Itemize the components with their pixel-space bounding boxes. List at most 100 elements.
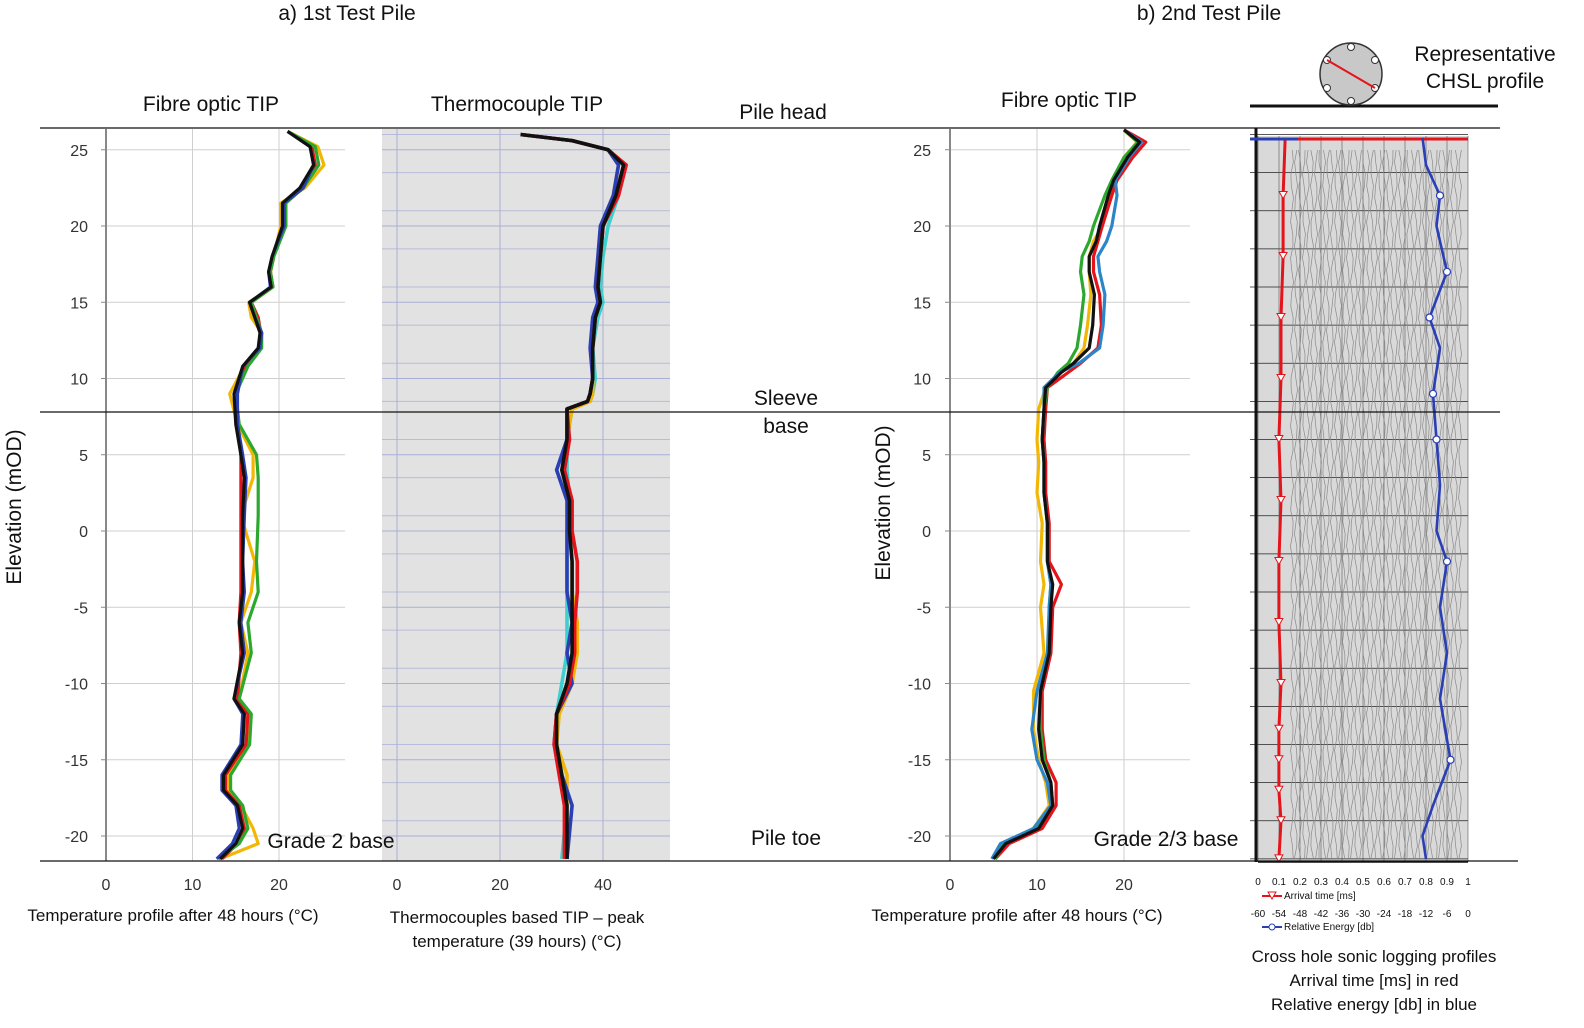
chsl-legend-arrival-text: Arrival time [ms] — [1284, 891, 1356, 902]
chsl-energy-tick: -24 — [1377, 909, 1392, 920]
chsl-sonic-trace — [1430, 149, 1434, 859]
chsl-sonic-trace — [1334, 149, 1338, 859]
x-tick-label: 0 — [946, 877, 955, 894]
energy-marker — [1425, 313, 1434, 322]
energy-marker — [1446, 755, 1455, 764]
y-tick-label: 10 — [70, 372, 88, 389]
chsl-sonic-trace — [1438, 149, 1442, 859]
y-tick-label: 5 — [79, 448, 88, 465]
chsl-sonic-trace — [1402, 149, 1406, 859]
chsl-sonic-trace — [1314, 149, 1318, 859]
chsl-sonic-trace — [1422, 149, 1426, 859]
y-tick-label: -20 — [65, 829, 88, 846]
y-tick-label: 0 — [922, 524, 931, 541]
chsl-sonic-trace — [1310, 149, 1314, 859]
chsl-sonic-trace — [1366, 149, 1370, 859]
panel-a1-xlabel: Temperature profile after 48 hours (°C) — [27, 906, 318, 925]
y-tick-label: 10 — [913, 372, 931, 389]
panel-a2-xlabel-2: temperature (39 hours) (°C) — [413, 932, 622, 951]
arrival-marker — [1274, 755, 1284, 764]
thermocouple-plot-background — [382, 129, 670, 861]
chsl-sonic-trace — [1306, 149, 1310, 859]
arrival-marker — [1274, 435, 1284, 444]
arrival-marker — [1276, 679, 1286, 688]
chsl-sonic-trace — [1338, 149, 1342, 859]
chsl-sonic-trace — [1418, 149, 1422, 859]
chsl-energy-tick: -42 — [1314, 909, 1329, 920]
grade23-base-label: Grade 2/3 base — [1094, 828, 1239, 851]
chsl-sonic-trace — [1322, 149, 1326, 859]
chsl-sonic-trace — [1326, 149, 1330, 859]
series-line-b1-1 — [994, 128, 1148, 860]
chsl-energy-tick: 0 — [1465, 909, 1471, 920]
chsl-arrival-tick: 1 — [1465, 877, 1471, 888]
chsl-sonic-trace — [1362, 149, 1366, 859]
y-tick-label: 25 — [70, 143, 88, 160]
panel-a2-xlabel-1: Thermocouples based TIP – peak — [390, 908, 645, 927]
energy-marker — [1428, 389, 1438, 398]
panel-a2-title: Thermocouple TIP — [431, 93, 603, 116]
chsl-energy-tick: -12 — [1419, 909, 1434, 920]
chsl-arrival-tick: 0.8 — [1419, 877, 1433, 888]
energy-marker — [1435, 191, 1445, 200]
panel-b1-xlabel: Temperature profile after 48 hours (°C) — [871, 906, 1162, 925]
energy-marker — [1442, 557, 1452, 566]
chsl-energy-tick: -6 — [1443, 909, 1452, 920]
arrival-marker — [1274, 557, 1284, 566]
panel-b1-title: Fibre optic TIP — [1001, 89, 1137, 112]
pile2-title: b) 2nd Test Pile — [1137, 2, 1281, 25]
y-tick-label: 20 — [70, 219, 88, 236]
y-tick-label: -5 — [74, 600, 88, 617]
series-line-a1-4 — [219, 130, 316, 861]
sleeve-base-label-2: base — [763, 415, 809, 438]
chsl-arrival-tick: 0 — [1255, 877, 1261, 888]
chsl-caption-1: Cross hole sonic logging profiles — [1252, 947, 1497, 966]
chsl-sonic-trace — [1354, 149, 1358, 859]
pile-head-label: Pile head — [739, 101, 827, 124]
chsl-sonic-trace — [1294, 149, 1298, 859]
y-tick-label: 25 — [913, 143, 931, 160]
y-tick-label: 0 — [79, 524, 88, 541]
panel-b1-ylabel: Elevation (mOD) — [872, 425, 895, 580]
chsl-arrival-tick: 0.4 — [1335, 877, 1349, 888]
y-tick-label: 15 — [913, 295, 931, 312]
chsl-sonic-trace — [1378, 149, 1382, 859]
chsl-sonic-trace — [1414, 149, 1418, 859]
pile-cross-section-icon — [1319, 42, 1383, 106]
x-tick-label: 10 — [1028, 877, 1046, 894]
pile1-title: a) 1st Test Pile — [278, 2, 415, 25]
chsl-sonic-trace — [1350, 149, 1354, 859]
chsl-energy-tick: -18 — [1398, 909, 1413, 920]
pile-toe-label: Pile toe — [751, 827, 821, 850]
chsl-title-line1: Representative — [1414, 43, 1555, 66]
arrival-marker — [1274, 785, 1284, 795]
arrival-marker — [1276, 374, 1286, 383]
chsl-legend-energy-text: Relative Energy [db] — [1284, 922, 1374, 933]
chsl-sonic-trace — [1454, 149, 1458, 859]
arrival-marker — [1278, 191, 1288, 200]
sleeve-base-label-1: Sleeve — [754, 387, 818, 410]
y-tick-label: 15 — [70, 295, 88, 312]
chsl-sonic-trace — [1394, 149, 1398, 859]
chsl-energy-tick: -54 — [1272, 909, 1287, 920]
arrival-marker — [1276, 816, 1286, 825]
series-line-b1-0 — [992, 128, 1139, 860]
x-tick-label: 40 — [594, 877, 612, 894]
chsl-sonic-trace — [1298, 149, 1302, 859]
chsl-sonic-trace — [1426, 149, 1430, 859]
chsl-sonic-trace — [1442, 149, 1446, 859]
arrival-marker — [1276, 496, 1286, 505]
y-tick-label: -15 — [908, 753, 931, 770]
x-tick-label: 0 — [102, 877, 111, 894]
energy-marker — [1442, 267, 1452, 276]
series-line-b1-3 — [990, 128, 1144, 860]
arrival-marker — [1274, 854, 1284, 863]
chsl-sonic-trace — [1342, 149, 1346, 859]
chsl-sonic-trace — [1410, 149, 1414, 859]
energy-marker — [1432, 435, 1441, 444]
chsl-arrival-tick: 0.9 — [1440, 877, 1454, 888]
series-line-a2-4 — [520, 132, 626, 859]
arrival-marker — [1274, 724, 1284, 734]
arrival-marker — [1276, 313, 1286, 322]
